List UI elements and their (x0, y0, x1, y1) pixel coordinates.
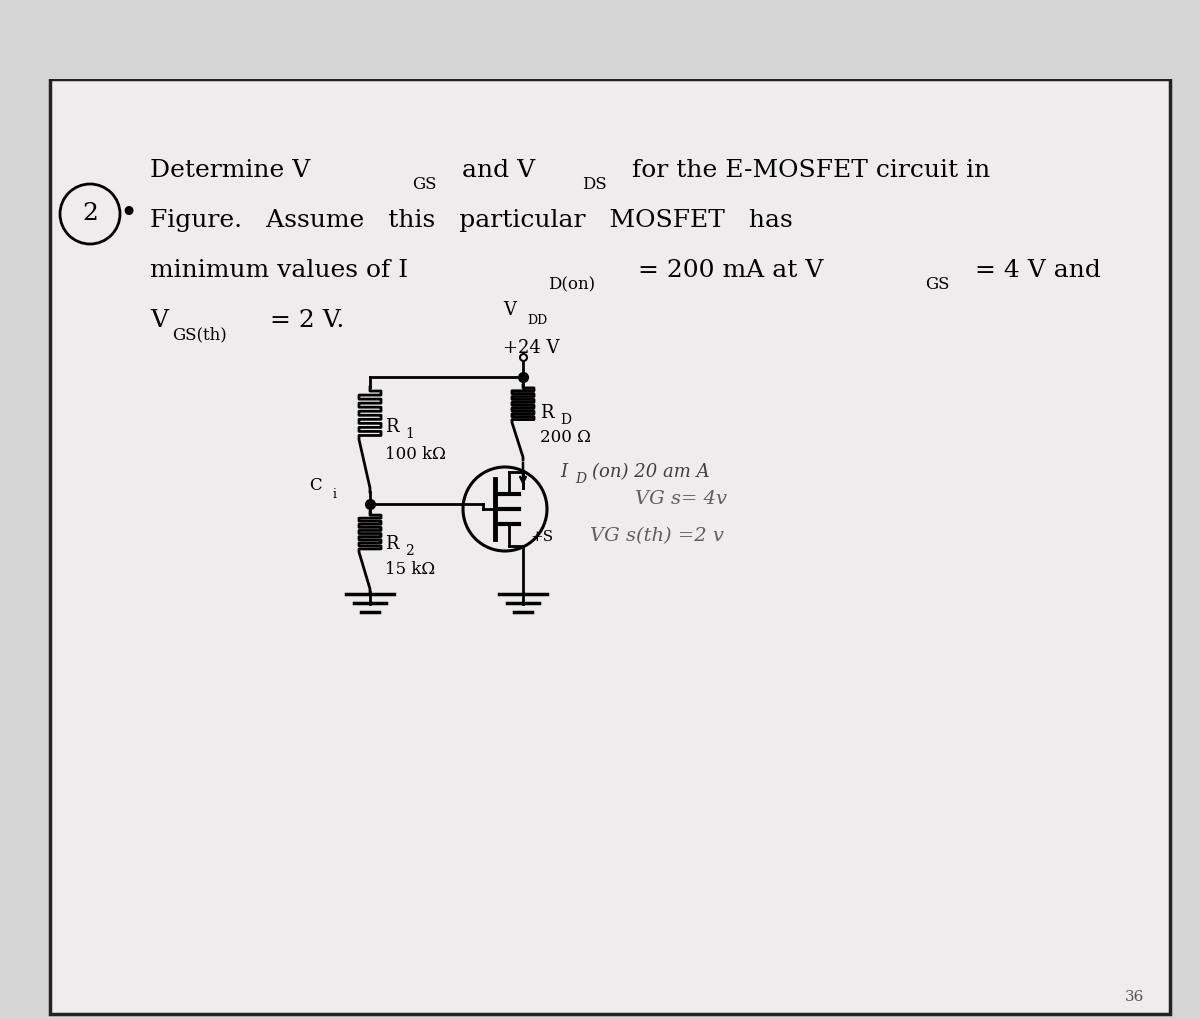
Text: (on) 20 am A: (on) 20 am A (592, 463, 709, 481)
Text: for the E-MOSFET circuit in: for the E-MOSFET circuit in (624, 159, 990, 182)
Text: I: I (560, 463, 568, 481)
Text: = 200 mA at V: = 200 mA at V (630, 259, 823, 282)
Text: DS: DS (582, 176, 607, 193)
Text: D: D (560, 413, 571, 427)
Text: •: • (119, 200, 137, 228)
Text: i: i (334, 487, 337, 500)
Text: 100 kΩ: 100 kΩ (385, 446, 446, 463)
Text: V: V (503, 301, 516, 319)
Text: 15 kΩ: 15 kΩ (385, 561, 436, 579)
Text: R: R (385, 419, 398, 436)
Text: +S: +S (530, 530, 553, 544)
Text: D: D (575, 472, 586, 486)
Text: Figure.   Assume   this   particular   MOSFET   has: Figure. Assume this particular MOSFET ha… (150, 209, 793, 232)
Text: 2: 2 (406, 544, 414, 558)
Text: Determine V: Determine V (150, 159, 311, 182)
Text: D(on): D(on) (548, 276, 595, 293)
FancyBboxPatch shape (0, 0, 1200, 79)
Text: V: V (150, 309, 168, 332)
Text: 36: 36 (1126, 990, 1145, 1004)
Text: VG s(th) =2 v: VG s(th) =2 v (590, 527, 724, 545)
Text: GS: GS (412, 176, 437, 193)
Text: VG s= 4v: VG s= 4v (635, 490, 727, 508)
Text: GS: GS (925, 276, 949, 293)
Text: and V: and V (454, 159, 535, 182)
Text: = 2 V.: = 2 V. (262, 309, 344, 332)
Text: R: R (540, 404, 553, 422)
Text: 200 Ω: 200 Ω (540, 429, 590, 446)
Text: 1: 1 (406, 428, 414, 441)
Text: 2: 2 (82, 203, 98, 225)
Text: R: R (385, 535, 398, 553)
Text: minimum values of I: minimum values of I (150, 259, 408, 282)
Text: = 4 V and: = 4 V and (967, 259, 1100, 282)
Text: C: C (308, 478, 322, 494)
Text: +24 V: +24 V (503, 339, 559, 357)
FancyBboxPatch shape (50, 79, 1170, 1014)
Text: GS(th): GS(th) (172, 326, 227, 343)
Text: DD: DD (527, 314, 547, 327)
